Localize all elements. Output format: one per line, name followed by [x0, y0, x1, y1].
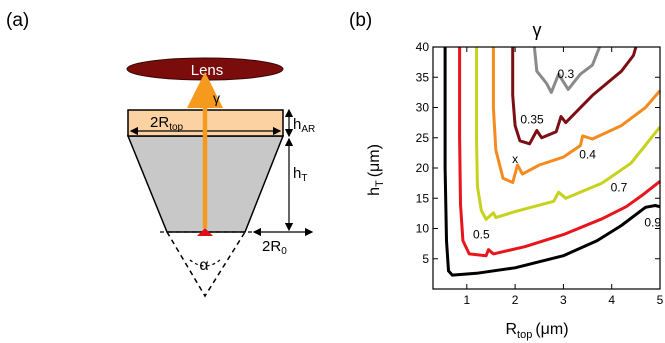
angle-arc	[189, 259, 221, 267]
chart-title: γ	[533, 20, 542, 40]
x-tick-label: 4	[608, 293, 615, 307]
panel-b: (b) γ 0.9 0.7 0.5 0.4 0.35 0.3 x 1 2 3 4 5 5 10 15 20 25…	[349, 10, 664, 341]
contour-line-0.35	[511, 46, 638, 146]
width-bottom-label: 2R0	[262, 238, 287, 257]
contour-line-0.7	[458, 47, 661, 258]
contour-label-0.9: 0.9	[644, 215, 661, 229]
emitter-marker	[197, 228, 213, 236]
y-tick-label: 40	[416, 40, 430, 54]
h-t-label: hT	[293, 165, 307, 184]
gamma-label: γ	[213, 90, 220, 106]
panel-a: (a) Lens 2Rtop α γ hAR hT	[6, 10, 315, 298]
marker-x: x	[512, 152, 518, 166]
y-axis-label: hT(μm)	[366, 144, 386, 196]
x-tick-label: 1	[463, 293, 470, 307]
y-tick-label: 5	[422, 252, 429, 266]
panel-b-label: (b)	[349, 10, 372, 31]
y-tick-label: 15	[416, 191, 430, 205]
contour-line-0.4	[491, 47, 662, 184]
h-ar-label: hAR	[293, 116, 315, 135]
y-tick-label: 20	[416, 161, 430, 175]
contour-plot: 0.9 0.7 0.5 0.4 0.35 0.3 x 1 2 3 4 5 5 10 15 20 25 30 35 40	[416, 40, 664, 307]
y-tick-label: 25	[416, 131, 430, 145]
width-top-label: 2Rtop	[150, 114, 184, 133]
contour-label-0.7: 0.7	[611, 180, 628, 194]
cone-tip-dashed	[166, 231, 246, 298]
contour-label-0.5: 0.5	[473, 228, 490, 242]
panel-a-label: (a)	[6, 10, 29, 31]
contour-line-0.5	[475, 47, 662, 221]
x-tick-label: 2	[512, 293, 519, 307]
x-tick-label: 5	[657, 293, 664, 307]
x-tick-label: 3	[560, 293, 567, 307]
y-tick-label: 10	[416, 222, 430, 236]
x-axis-label: Rtop (μm)	[505, 321, 568, 341]
contour-line-0.9	[443, 47, 661, 277]
y-tick-label: 30	[416, 101, 430, 115]
contour-line-0.3	[532, 46, 601, 94]
contour-label-0.3: 0.3	[557, 67, 574, 81]
angle-label: α	[199, 257, 208, 274]
lens-label: Lens	[191, 62, 224, 79]
contour-label-0.4: 0.4	[579, 148, 596, 162]
contour-label-0.35: 0.35	[520, 113, 544, 127]
y-tick-label: 35	[416, 70, 430, 84]
